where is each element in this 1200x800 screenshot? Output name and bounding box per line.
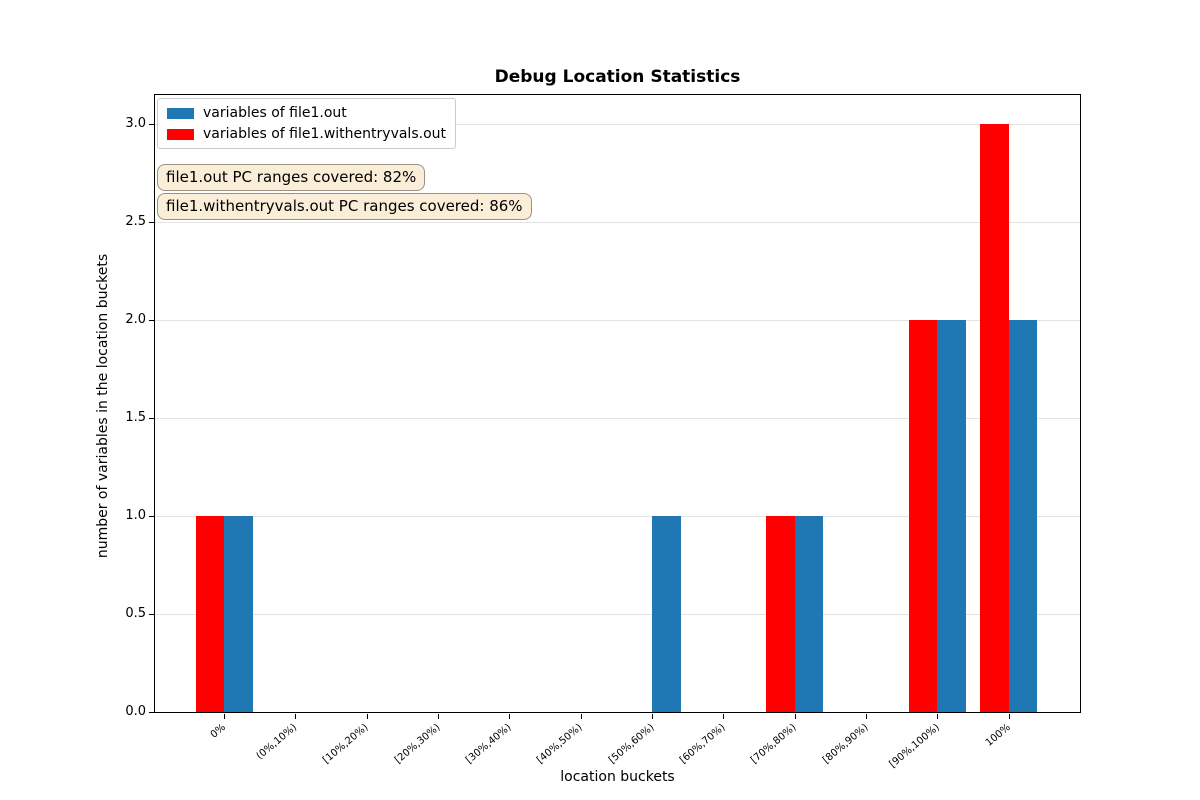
y-tick-mark — [148, 515, 154, 517]
legend-label: variables of file1.withentryvals.out — [203, 126, 446, 142]
y-tick-mark — [148, 221, 154, 223]
gridline — [155, 123, 1080, 125]
x-tick-mark — [509, 713, 511, 719]
bar — [1008, 320, 1038, 712]
x-tick-label-text: [60%,70%) — [677, 722, 728, 767]
annotation-pc-ranges-file1: file1.out PC ranges covered: 82% — [157, 164, 426, 191]
x-tick-mark — [438, 713, 440, 719]
bar — [908, 320, 938, 712]
y-tick-label: 0.0 — [125, 704, 146, 719]
x-tick-mark — [580, 713, 582, 719]
gridline — [155, 319, 1080, 321]
y-tick-label: 2.5 — [125, 214, 146, 230]
legend-swatch-icon — [167, 107, 194, 119]
x-tick-mark — [794, 713, 796, 719]
bar — [652, 516, 681, 712]
x-tick-label-text: [20%,30%) — [392, 722, 443, 767]
bar — [937, 320, 966, 712]
y-tick-mark — [148, 711, 154, 713]
y-tick-label: 1.0 — [125, 508, 146, 524]
x-tick-mark — [366, 713, 368, 719]
chart-title: Debug Location Statistics — [494, 67, 741, 87]
bar — [766, 516, 795, 712]
x-tick-label-text: [90%,100%) — [887, 722, 942, 771]
x-tick-mark — [937, 713, 939, 719]
y-tick-label: 1.5 — [125, 410, 146, 426]
x-tick-label-text: (0%,10%) — [254, 722, 300, 762]
y-tick-mark — [148, 417, 154, 419]
legend-item: variables of file1.out — [167, 105, 446, 121]
gridline — [155, 515, 1080, 517]
x-tick-label-text: [40%,50%) — [535, 722, 585, 767]
x-tick-label-text: 0% — [209, 722, 229, 741]
x-tick-mark — [295, 713, 297, 719]
bar — [794, 516, 824, 712]
gridline — [155, 417, 1080, 419]
bar — [980, 124, 1009, 712]
gridline — [155, 613, 1080, 615]
y-tick-label: 3.0 — [125, 116, 146, 132]
x-tick-label-text: [70%,80%) — [749, 722, 799, 767]
x-tick-label-text: [80%,90%) — [820, 722, 871, 767]
y-tick-label: 0.5 — [125, 606, 146, 622]
y-tick-mark — [148, 613, 154, 615]
y-tick-label: 2.0 — [125, 312, 146, 328]
legend-item: variables of file1.withentryvals.out — [167, 126, 446, 142]
plot-area — [155, 95, 1080, 712]
x-tick-mark — [866, 713, 868, 719]
x-tick-label-text: [30%,40%) — [463, 722, 514, 767]
gridline — [155, 221, 1080, 223]
x-tick-mark — [723, 713, 725, 719]
legend: variables of file1.out variables of file… — [157, 98, 456, 149]
x-tick-label-text: [50%,60%) — [606, 722, 657, 767]
legend-swatch-icon — [167, 128, 194, 140]
x-tick-mark — [652, 713, 654, 719]
x-tick-label-text: [10%,20%) — [321, 722, 371, 767]
y-tick-mark — [148, 319, 154, 321]
x-tick-label-text: 100% — [983, 722, 1013, 749]
x-tick-mark — [1008, 713, 1010, 719]
legend-label: variables of file1.out — [203, 105, 347, 121]
x-axis-label: location buckets — [560, 769, 675, 785]
bar — [224, 516, 253, 712]
y-tick-mark — [148, 123, 154, 125]
bar — [195, 516, 225, 712]
annotation-pc-ranges-file1-withentryvals: file1.withentryvals.out PC ranges covere… — [157, 193, 532, 220]
x-tick-mark — [224, 713, 226, 719]
